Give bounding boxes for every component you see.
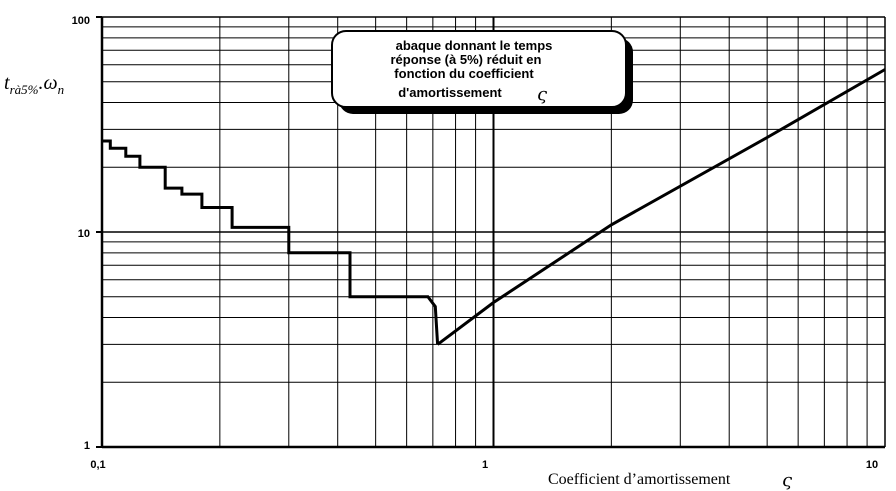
annotation-box: abaque donnant le temps réponse (à 5%) r… xyxy=(331,30,633,114)
y-axis-label-tail-sub: n xyxy=(58,82,65,97)
annotation-line-2: réponse (à 5%) réduit en xyxy=(391,52,542,67)
y-axis-label-sub: rà5% xyxy=(10,82,39,97)
x-tick-label-0.1: 0,1 xyxy=(90,459,105,471)
x-tick-label-10: 10 xyxy=(866,459,878,471)
x-axis-label: Coefficient d’amortissement xyxy=(548,471,731,488)
series-line-2 xyxy=(436,68,886,346)
y-axis-label: trà5%.ωn xyxy=(4,72,64,97)
series-layer xyxy=(102,68,886,346)
y-axis-label-tail: .ω xyxy=(38,72,57,94)
y-tick-label-100: 100 xyxy=(72,15,90,27)
annotation-line-1: abaque donnant le temps xyxy=(396,38,553,53)
annotation-line-4: d'amortissement xyxy=(398,85,502,100)
series-line-1 xyxy=(102,139,440,345)
y-tick-label-10: 10 xyxy=(78,228,90,240)
annotation-line-3: fonction du coefficient xyxy=(394,66,534,81)
x-tick-label-1: 1 xyxy=(482,459,488,471)
x-axis-symbol: ς xyxy=(782,470,793,491)
annotation-symbol: ς xyxy=(537,84,548,105)
y-tick-label-1: 1 xyxy=(84,440,90,452)
y-axis-label-main: t xyxy=(4,72,10,94)
plot-frame xyxy=(96,16,886,449)
